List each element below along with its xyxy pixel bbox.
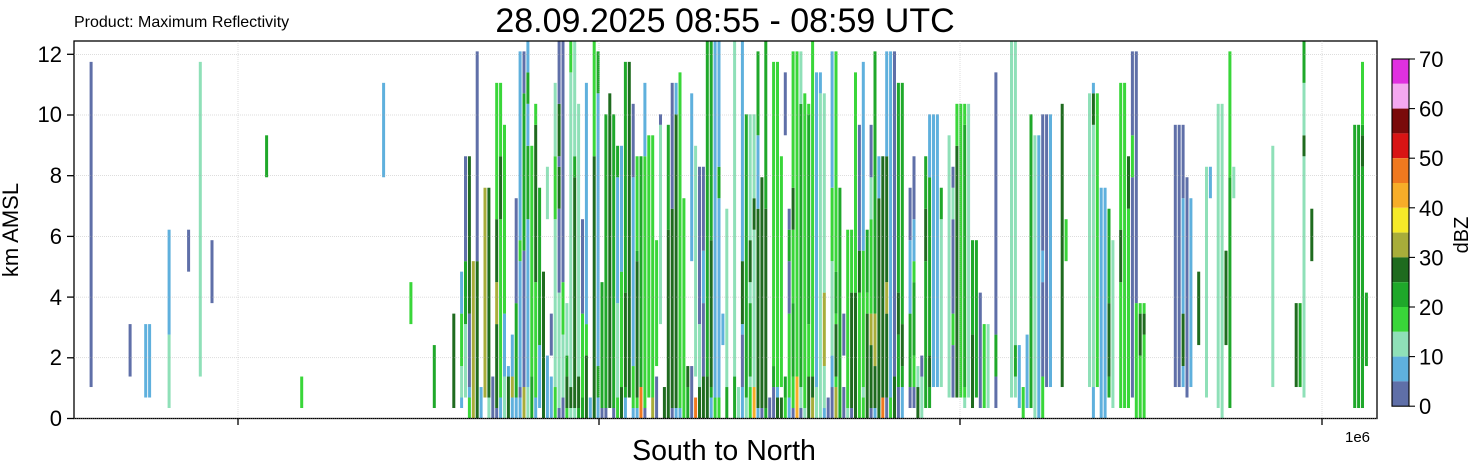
svg-text:2: 2 bbox=[50, 345, 62, 370]
svg-text:0: 0 bbox=[1419, 394, 1431, 419]
svg-text:6: 6 bbox=[50, 224, 62, 249]
svg-text:0: 0 bbox=[50, 406, 62, 431]
svg-text:4: 4 bbox=[50, 285, 62, 310]
svg-text:28.09.2025 08:55 - 08:59 UTC: 28.09.2025 08:55 - 08:59 UTC bbox=[495, 2, 954, 40]
svg-text:40: 40 bbox=[1419, 196, 1443, 221]
svg-text:10: 10 bbox=[38, 102, 62, 127]
svg-text:km AMSL: km AMSL bbox=[0, 183, 23, 277]
svg-text:1e6: 1e6 bbox=[1345, 429, 1370, 446]
svg-text:Product: Maximum Reflectivity: Product: Maximum Reflectivity bbox=[74, 14, 289, 31]
svg-text:12: 12 bbox=[38, 42, 62, 67]
svg-text:South to North: South to North bbox=[632, 435, 816, 467]
svg-text:30: 30 bbox=[1419, 245, 1443, 270]
svg-text:20: 20 bbox=[1419, 295, 1443, 320]
svg-text:8: 8 bbox=[50, 163, 62, 188]
svg-text:60: 60 bbox=[1419, 97, 1443, 122]
svg-text:50: 50 bbox=[1419, 146, 1443, 171]
svg-text:dBZ: dBZ bbox=[1451, 217, 1473, 254]
svg-text:10: 10 bbox=[1419, 345, 1443, 370]
svg-text:70: 70 bbox=[1419, 47, 1443, 72]
